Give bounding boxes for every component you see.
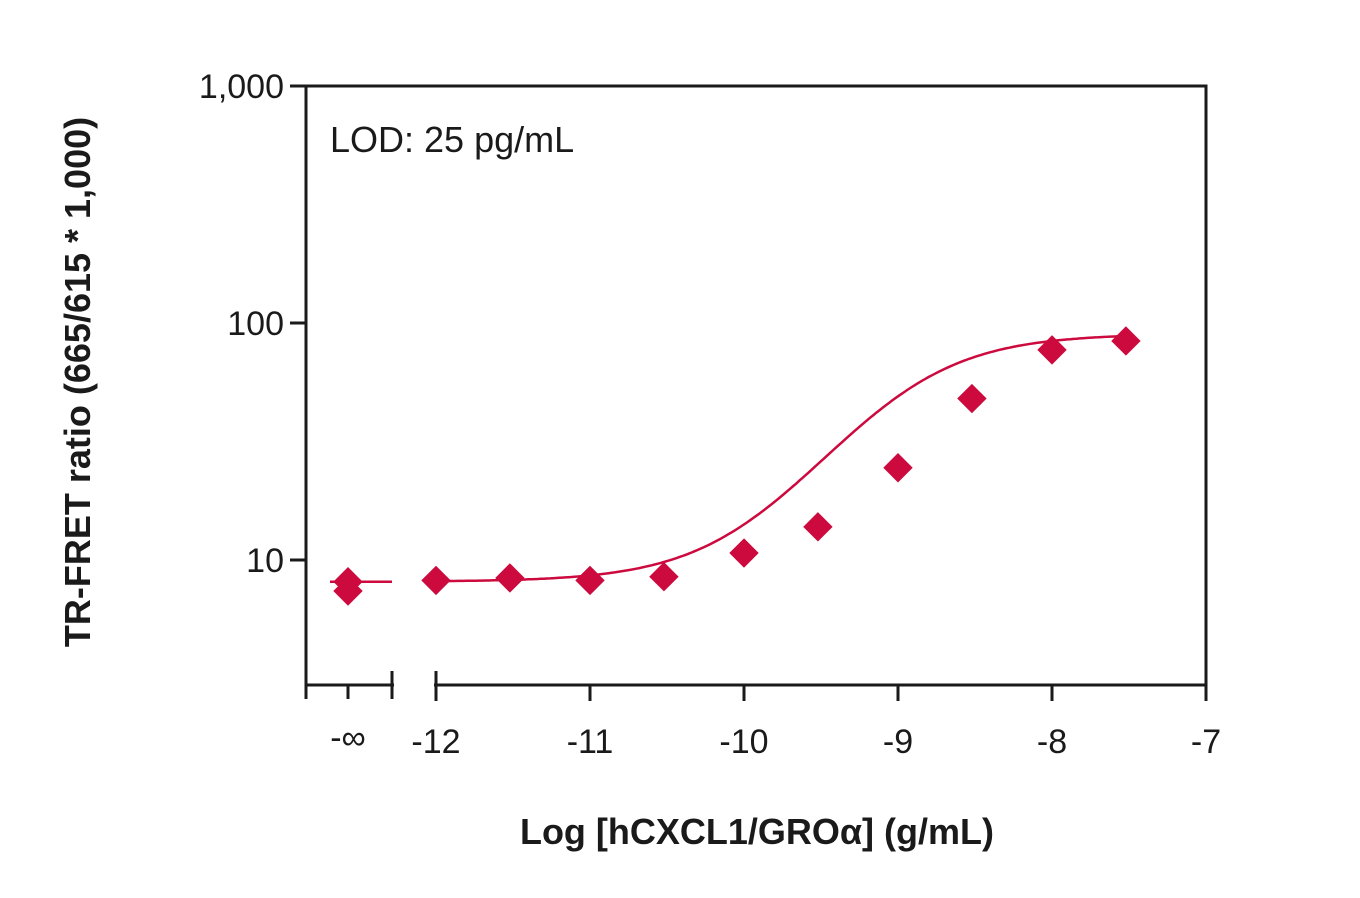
y-axis-title: TR-FRET ratio (665/615 * 1,000) bbox=[57, 117, 98, 647]
data-point bbox=[495, 563, 525, 593]
data-point bbox=[803, 512, 833, 542]
x-axis-title: Log [hCXCL1/GROα] (g/mL) bbox=[520, 811, 994, 852]
x-tick-label: -9 bbox=[883, 723, 913, 761]
data-point bbox=[957, 383, 987, 414]
data-series bbox=[330, 326, 1141, 606]
x-tick-label: -8 bbox=[1037, 723, 1067, 761]
y-tick-label: 100 bbox=[227, 305, 284, 343]
x-tick-label: -11 bbox=[567, 723, 614, 761]
plot-frame bbox=[304, 84, 1208, 687]
x-tick-label: -10 bbox=[719, 723, 768, 761]
y-axis: 10 100 1,000 bbox=[199, 68, 306, 580]
data-point bbox=[421, 565, 451, 596]
lod-annotation: LOD: 25 pg/mL bbox=[330, 119, 574, 160]
data-point bbox=[1111, 326, 1141, 356]
x-tick-label: -7 bbox=[1191, 723, 1221, 761]
x-axis: -∞ -12 -11 -10 -9 -8 -7 bbox=[304, 671, 1221, 761]
data-point bbox=[729, 538, 759, 568]
data-point bbox=[1037, 335, 1067, 365]
y-tick-label: 10 bbox=[246, 542, 284, 580]
x-tick-label-zero: -∞ bbox=[330, 719, 366, 757]
data-point bbox=[883, 453, 913, 483]
data-point bbox=[649, 562, 679, 592]
fit-curve bbox=[435, 334, 1126, 583]
data-point-zero-dose bbox=[333, 576, 363, 606]
y-tick-label: 1,000 bbox=[199, 68, 284, 106]
x-tick-label: -12 bbox=[411, 723, 460, 761]
data-point bbox=[575, 565, 605, 596]
